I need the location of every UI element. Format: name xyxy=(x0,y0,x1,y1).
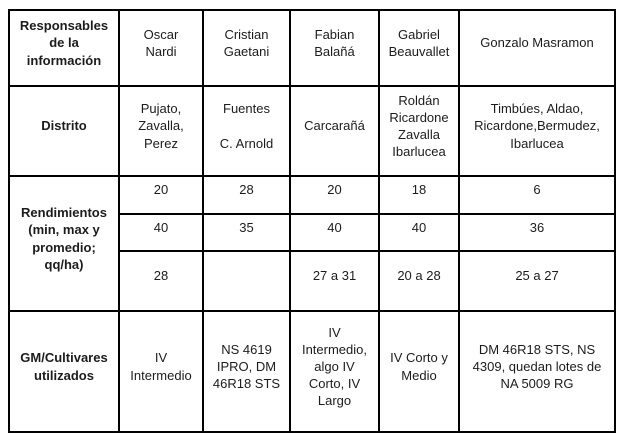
cell-cultivares-col5: DM 46R18 STS, NS 4309, quedan lotes de N… xyxy=(458,310,616,433)
cell-distrito-col1: Pujato, Zavalla, Perez xyxy=(118,85,204,177)
cell-rend-prom-col1: 28 xyxy=(118,250,204,312)
row-distrito: Distrito Pujato, Zavalla, Perez Fuentes … xyxy=(8,85,616,177)
row-header-distrito: Distrito xyxy=(8,85,120,177)
row-header-cultivares: GM/Cultivares utilizados xyxy=(8,310,120,433)
cell-rend-max-col2: 35 xyxy=(202,213,291,252)
cell-rend-min-col1: 20 xyxy=(118,175,204,215)
cell-cultivares-col4: IV Corto y Medio xyxy=(378,310,460,433)
soy-report-table: Responsables de la información Oscar Nar… xyxy=(8,9,616,433)
cell-distrito-col2: Fuentes C. Arnold xyxy=(202,85,291,177)
cell-distrito-col4: Roldán Ricardone Zavalla Ibarlucea xyxy=(378,85,460,177)
cell-rend-min-col5: 6 xyxy=(458,175,616,215)
cell-cultivares-col3: IV Intermedio, algo IV Corto, IV Largo xyxy=(289,310,380,433)
cell-rend-min-col2: 28 xyxy=(202,175,291,215)
cell-responsable-gonzalo-masramon: Gonzalo Masramon xyxy=(458,9,616,87)
row-rendimiento-min: Rendimientos (min, max y promedio; qq/ha… xyxy=(8,175,616,312)
row-header-rendimientos: Rendimientos (min, max y promedio; qq/ha… xyxy=(8,175,120,312)
cell-cultivares-col1: IV Intermedio xyxy=(118,310,204,433)
row-cultivares: GM/Cultivares utilizados IV Intermedio N… xyxy=(8,310,616,433)
cell-cultivares-col2: NS 4619 IPRO, DM 46R18 STS xyxy=(202,310,291,433)
cell-rend-max-col1: 40 xyxy=(118,213,204,252)
cell-rend-prom-col4: 20 a 28 xyxy=(378,250,460,312)
row-responsables: Responsables de la información Oscar Nar… xyxy=(8,9,616,87)
cell-rend-min-col3: 20 xyxy=(289,175,380,215)
cell-responsable-gabriel-beauvallet: Gabriel Beauvallet xyxy=(378,9,460,87)
cell-responsable-oscar-nardi: Oscar Nardi xyxy=(118,9,204,87)
cell-rend-prom-col5: 25 a 27 xyxy=(458,250,616,312)
cell-distrito-col5: Timbúes, Aldao, Ricardone,Bermudez, Ibar… xyxy=(458,85,616,177)
row-header-responsables: Responsables de la información xyxy=(8,9,120,87)
cell-rend-prom-col2 xyxy=(202,250,291,312)
row-rendimiento-promedio: 28 27 a 31 20 a 28 25 a 27 xyxy=(9,250,616,312)
cell-responsable-fabian-balana: Fabian Balañá xyxy=(289,9,380,87)
row-rendimiento-max: 40 35 40 40 36 xyxy=(9,213,616,252)
cell-responsable-cristian-gaetani: Cristian Gaetani xyxy=(202,9,291,87)
cell-rend-max-col4: 40 xyxy=(378,213,460,252)
cell-rend-min-col4: 18 xyxy=(378,175,460,215)
cell-rend-max-col3: 40 xyxy=(289,213,380,252)
cell-rend-prom-col3: 27 a 31 xyxy=(289,250,380,312)
cell-distrito-col3: Carcarañá xyxy=(289,85,380,177)
cell-rend-max-col5: 36 xyxy=(458,213,616,252)
